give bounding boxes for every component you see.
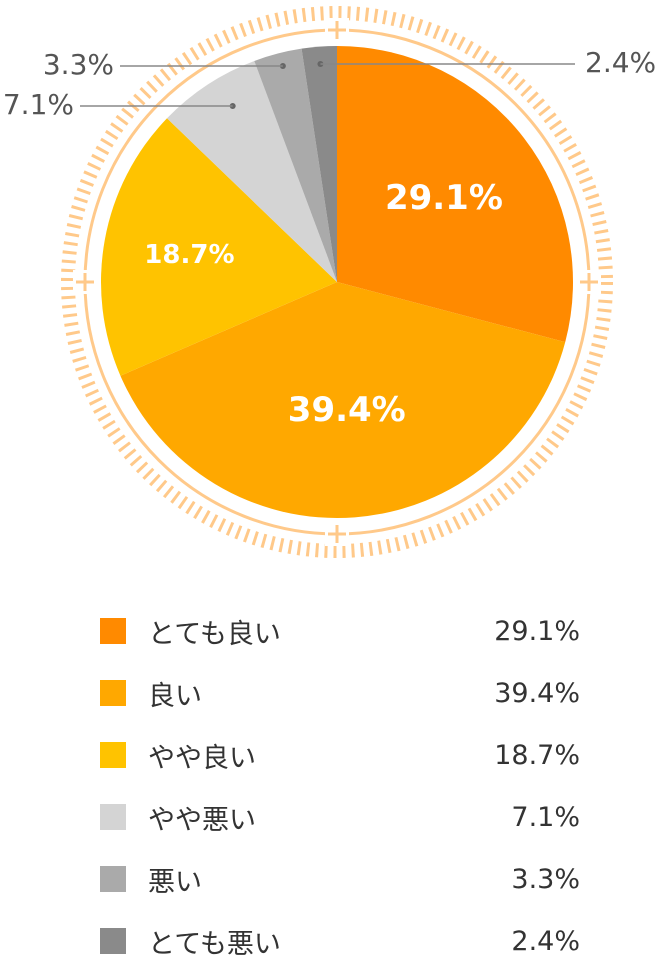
pie-slice xyxy=(100,118,337,376)
slice-label: 29.1% xyxy=(385,178,503,218)
legend: とても良い 29.1% 良い 39.4% やや良い 18.7% やや悪い 7.1… xyxy=(100,600,580,972)
legend-value: 39.4% xyxy=(494,677,580,709)
legend-item: やや良い 18.7% xyxy=(100,724,580,786)
callout: 2.4% xyxy=(317,46,656,79)
legend-item: 悪い 3.3% xyxy=(100,848,580,910)
callout-label: 7.1% xyxy=(3,88,74,121)
ring-plus-marker xyxy=(73,270,97,294)
callout: 7.1% xyxy=(3,88,236,121)
callout: 3.3% xyxy=(43,48,286,81)
pie-slices xyxy=(100,46,573,519)
legend-label: とても良い xyxy=(148,618,281,650)
ring-plus-marker xyxy=(325,18,349,42)
ring-ticks xyxy=(61,6,613,558)
pie-slice xyxy=(167,60,337,282)
legend-swatch xyxy=(100,742,126,768)
legend-swatch xyxy=(100,866,126,892)
legend-item: とても良い 29.1% xyxy=(100,600,580,662)
slice-label: 39.4% xyxy=(288,390,406,430)
pie-slice xyxy=(301,46,337,282)
pie-slice xyxy=(337,46,573,343)
legend-label: やや良い xyxy=(148,742,256,774)
decorative-ring xyxy=(61,6,613,558)
legend-label: やや悪い xyxy=(148,804,256,836)
pie-chart: 29.1% 39.4% 18.7% 7.1% 3.3% 2.4% xyxy=(3,6,656,558)
legend-item: 良い 39.4% xyxy=(100,662,580,724)
callout-labels: 7.1% 3.3% 2.4% xyxy=(3,46,656,121)
callout-label: 2.4% xyxy=(585,46,656,79)
legend-swatch xyxy=(100,618,126,644)
legend-label: とても悪い xyxy=(148,928,281,960)
legend-label: 悪い xyxy=(148,866,202,898)
legend-label: 良い xyxy=(148,680,202,712)
ring-plus-marker xyxy=(577,270,601,294)
legend-item: やや悪い 7.1% xyxy=(100,786,580,848)
legend-value: 2.4% xyxy=(511,925,580,957)
legend-item: とても悪い 2.4% xyxy=(100,910,580,972)
pie-slice xyxy=(254,48,337,282)
legend-value: 7.1% xyxy=(511,801,580,833)
pie-slice xyxy=(120,282,566,519)
legend-value: 3.3% xyxy=(511,863,580,895)
legend-swatch xyxy=(100,680,126,706)
callout-label: 3.3% xyxy=(43,48,114,81)
legend-value: 29.1% xyxy=(494,615,580,647)
slice-label: 18.7% xyxy=(144,240,234,270)
ring-plus-marker xyxy=(325,522,349,546)
legend-value: 18.7% xyxy=(494,739,580,771)
legend-swatch xyxy=(100,928,126,954)
slice-labels: 29.1% 39.4% 18.7% xyxy=(144,178,503,430)
legend-swatch xyxy=(100,804,126,830)
